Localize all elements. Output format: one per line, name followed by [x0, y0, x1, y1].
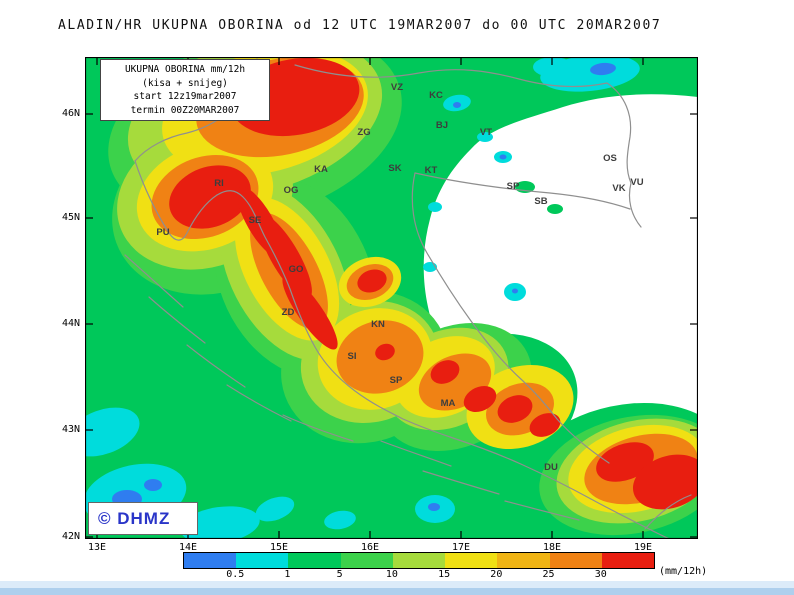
- lon-label-19e: 19E: [633, 542, 653, 553]
- colorbar-segment-3: [340, 553, 393, 568]
- lat-label-42n: 42N: [61, 531, 80, 542]
- colorbar-segment-6: [497, 553, 550, 568]
- colorbar-segment-2: [288, 553, 341, 568]
- map-border: [85, 57, 698, 539]
- run-info-box: UKUPNA OBORINA mm/12h (kisa + snijeg) st…: [100, 59, 270, 121]
- colorbar-segment-8: [601, 553, 654, 568]
- coastline-borders: [124, 58, 692, 539]
- colorbar-tick-1: 1: [284, 569, 291, 580]
- lon-label-13e: 13E: [87, 542, 107, 553]
- dhmz-watermark-box: © DHMZ: [88, 502, 198, 535]
- info-line-start: start 12z19mar2007: [133, 91, 237, 102]
- lat-axis: 46N 45N 44N 43N 42N: [50, 57, 82, 542]
- colorbar-segment-5: [445, 553, 498, 568]
- colorbar-segment-7: [549, 553, 602, 568]
- colorbar-tick-25: 25: [542, 569, 555, 580]
- info-line-termin: termin 00Z20MAR2007: [130, 104, 240, 116]
- colorbar-segment-0: [184, 553, 237, 568]
- colorbar-tick-15: 15: [438, 569, 451, 580]
- window-edge-strip-light: [0, 581, 794, 588]
- lon-label-18e: 18E: [542, 542, 562, 553]
- lat-label-43n: 43N: [61, 424, 80, 435]
- colorbar-segment-1: [236, 553, 289, 568]
- lat-label-44n: 44N: [61, 318, 80, 329]
- lon-label-16e: 16E: [360, 542, 380, 553]
- colorbar-segments: [183, 552, 655, 569]
- lat-label-46n: 46N: [61, 108, 80, 119]
- colorbar-tick-0_5: 0.5: [226, 569, 245, 580]
- info-line-variable: UKUPNA OBORINA mm/12h: [124, 64, 246, 75]
- lon-label-17e: 17E: [451, 542, 471, 553]
- lat-label-45n: 45N: [61, 212, 80, 223]
- info-line-type: (kisa + snijeg): [142, 77, 228, 89]
- precipitation-map: [85, 57, 698, 539]
- lon-label-15e: 15E: [269, 542, 289, 553]
- lon-axis: 13E 14E 15E 16E 17E 18E 19E: [85, 542, 698, 556]
- colorbar-unit-label: (mm/12h): [659, 566, 708, 577]
- map-canvas: [85, 57, 698, 539]
- window-edge-strip-dark: [0, 588, 794, 595]
- page-title: ALADIN/HR UKUPNA OBORINA od 12 UTC 19MAR…: [58, 18, 662, 33]
- dhmz-watermark: © DHMZ: [98, 508, 171, 528]
- colorbar-tick-5: 5: [336, 569, 343, 580]
- colorbar-labels: 0.5 1 5 10 15 20 25 30: [183, 569, 663, 582]
- colorbar-segment-4: [392, 553, 446, 568]
- colorbar-tick-10: 10: [385, 569, 398, 580]
- colorbar-tick-30: 30: [594, 569, 607, 580]
- colorbar-tick-20: 20: [490, 569, 503, 580]
- lon-label-14e: 14E: [178, 542, 198, 553]
